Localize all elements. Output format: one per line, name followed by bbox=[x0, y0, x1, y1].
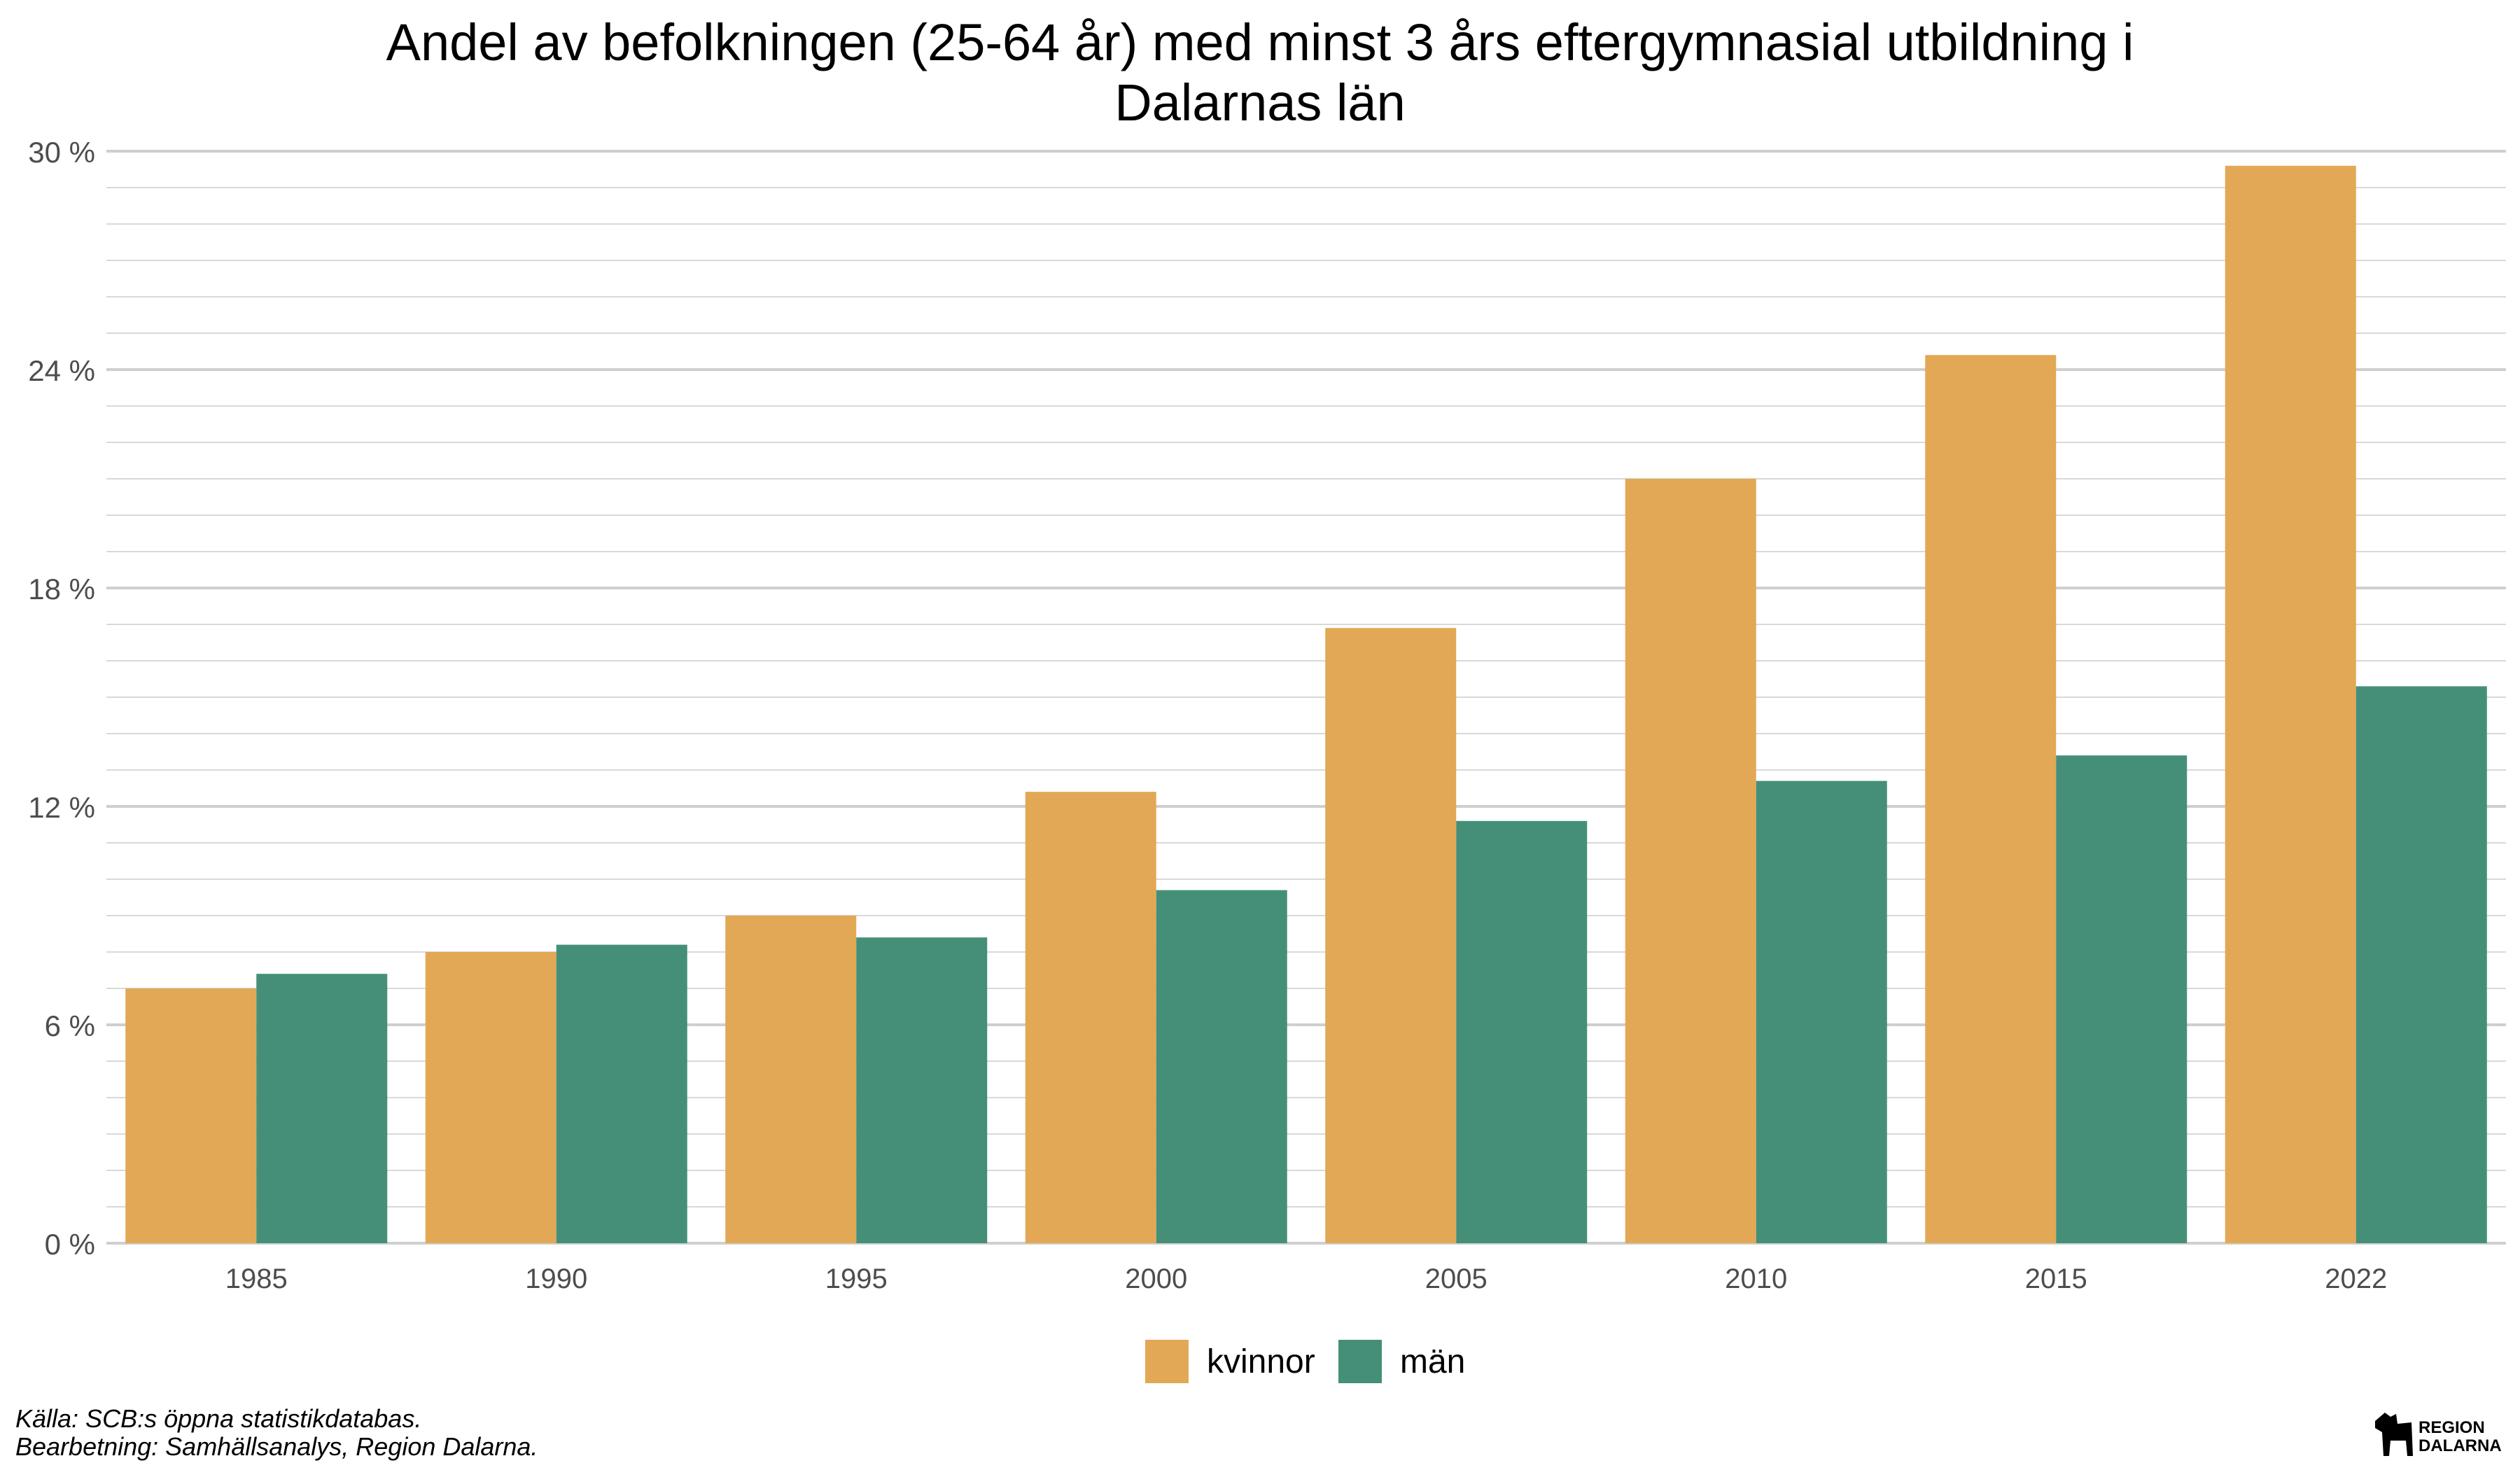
y-tick-label: 18 % bbox=[28, 573, 95, 606]
dala-horse-icon bbox=[2375, 1413, 2413, 1456]
x-tick-label: 2005 bbox=[1425, 1264, 1488, 1294]
legend-item-kvinnor: kvinnor bbox=[1145, 1340, 1315, 1383]
bar-man-1990 bbox=[556, 944, 687, 1243]
bar-kvinnor-1985 bbox=[125, 988, 257, 1243]
y-tick-label: 12 % bbox=[28, 791, 95, 824]
bar-man-1995 bbox=[856, 937, 988, 1243]
x-tick-label: 1990 bbox=[525, 1264, 587, 1294]
bar-kvinnor-2000 bbox=[1025, 792, 1156, 1243]
legend-label-kvinnor: kvinnor bbox=[1207, 1343, 1315, 1380]
legend-label-man: män bbox=[1400, 1343, 1466, 1380]
bar-man-2022 bbox=[2356, 686, 2487, 1243]
bar-kvinnor-1995 bbox=[725, 916, 857, 1243]
y-tick-label: 24 % bbox=[28, 354, 95, 387]
x-tick-label: 2015 bbox=[2025, 1264, 2087, 1294]
x-tick-label: 2010 bbox=[1725, 1264, 1787, 1294]
logo-text-dalarna: DALARNA bbox=[2418, 1436, 2502, 1455]
bar-kvinnor-2010 bbox=[1625, 479, 1756, 1243]
y-tick-label: 30 % bbox=[28, 136, 95, 169]
x-tick-label: 2022 bbox=[2325, 1264, 2387, 1294]
bar-kvinnor-2005 bbox=[1325, 628, 1457, 1243]
y-tick-label: 0 % bbox=[45, 1228, 95, 1261]
source-caption: Källa: SCB:s öppna statistikdatabas. bbox=[15, 1404, 422, 1433]
chart-title-line-1: Andel av befolkningen (25-64 år) med min… bbox=[386, 13, 2134, 71]
y-tick-label: 6 % bbox=[45, 1009, 95, 1042]
bar-man-1985 bbox=[256, 974, 388, 1243]
legend-swatch-kvinnor bbox=[1145, 1340, 1189, 1383]
legend-swatch-man bbox=[1338, 1340, 1382, 1383]
x-tick-label: 1995 bbox=[825, 1264, 888, 1294]
bar-man-2000 bbox=[1156, 890, 1287, 1243]
bar-kvinnor-2022 bbox=[2225, 165, 2356, 1243]
processing-caption: Bearbetning: Samhällsanalys, Region Dala… bbox=[15, 1432, 538, 1461]
logo-text-region: REGION bbox=[2418, 1418, 2485, 1437]
bar-kvinnor-2015 bbox=[1925, 355, 2057, 1244]
bar-man-2005 bbox=[1456, 820, 1588, 1243]
bar-man-2015 bbox=[2056, 755, 2188, 1243]
x-tick-label: 2000 bbox=[1125, 1264, 1187, 1294]
bar-man-2010 bbox=[1756, 780, 1887, 1243]
chart-title-line-2: Dalarnas län bbox=[1114, 74, 1406, 132]
bar-kvinnor-1990 bbox=[425, 952, 556, 1243]
x-tick-label: 1985 bbox=[225, 1264, 288, 1294]
legend-item-man: män bbox=[1338, 1340, 1465, 1383]
